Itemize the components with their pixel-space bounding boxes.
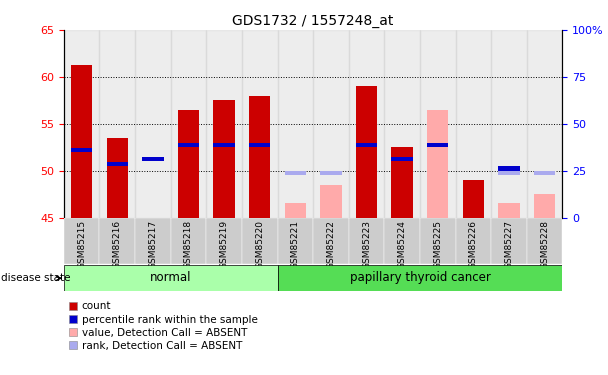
Text: disease state: disease state — [1, 273, 71, 283]
Bar — [206, 30, 242, 217]
Bar — [100, 30, 135, 217]
Bar — [71, 64, 92, 218]
Bar — [213, 100, 235, 218]
Text: GSM85219: GSM85219 — [219, 220, 229, 269]
Bar — [392, 147, 413, 218]
Bar — [384, 217, 420, 264]
Text: GSM85223: GSM85223 — [362, 220, 371, 269]
Legend: count, percentile rank within the sample, value, Detection Call = ABSENT, rank, : count, percentile rank within the sample… — [69, 302, 257, 351]
Bar — [71, 148, 92, 152]
Text: GSM85218: GSM85218 — [184, 220, 193, 269]
Bar — [499, 203, 520, 217]
Text: GSM85217: GSM85217 — [148, 220, 157, 269]
Bar — [455, 217, 491, 264]
Bar — [427, 143, 449, 147]
Bar — [499, 166, 520, 171]
Bar — [242, 30, 277, 217]
Bar — [356, 86, 377, 218]
Bar — [420, 217, 455, 264]
Bar — [249, 96, 271, 218]
Bar — [499, 171, 520, 176]
Text: GSM85226: GSM85226 — [469, 220, 478, 269]
Bar — [349, 217, 384, 264]
Text: GSM85221: GSM85221 — [291, 220, 300, 269]
Bar — [455, 30, 491, 217]
Bar — [420, 30, 455, 217]
Bar — [178, 143, 199, 147]
Text: GSM85222: GSM85222 — [326, 220, 336, 269]
Bar — [527, 30, 562, 217]
Bar — [491, 30, 527, 217]
Text: GSM85220: GSM85220 — [255, 220, 264, 269]
Bar — [249, 143, 271, 147]
Bar — [178, 110, 199, 218]
Text: GSM85228: GSM85228 — [540, 220, 549, 269]
Bar — [64, 217, 100, 264]
Bar — [285, 171, 306, 176]
Bar — [491, 217, 527, 264]
Bar — [463, 180, 484, 218]
Bar — [64, 30, 100, 217]
Bar — [171, 217, 206, 264]
Bar — [64, 265, 277, 291]
Bar — [320, 171, 342, 176]
Text: papillary thyroid cancer: papillary thyroid cancer — [350, 272, 491, 284]
Bar — [285, 203, 306, 217]
Bar — [106, 138, 128, 218]
Text: GSM85225: GSM85225 — [434, 220, 442, 269]
Bar — [142, 157, 164, 161]
Bar — [313, 30, 349, 217]
Bar — [534, 171, 555, 176]
Bar — [213, 143, 235, 147]
Bar — [106, 162, 128, 166]
Bar — [206, 217, 242, 264]
Bar — [277, 217, 313, 264]
Text: GSM85224: GSM85224 — [398, 220, 407, 269]
Bar — [277, 265, 562, 291]
Bar — [313, 217, 349, 264]
Text: GSM85215: GSM85215 — [77, 220, 86, 269]
Bar — [427, 110, 449, 218]
Text: GSM85216: GSM85216 — [112, 220, 122, 269]
Bar — [135, 30, 171, 217]
Bar — [320, 185, 342, 218]
Bar — [135, 217, 171, 264]
Bar — [527, 217, 562, 264]
Bar — [534, 194, 555, 217]
Bar — [392, 157, 413, 161]
Text: normal: normal — [150, 272, 192, 284]
Title: GDS1732 / 1557248_at: GDS1732 / 1557248_at — [232, 13, 394, 28]
Bar — [100, 217, 135, 264]
Text: GSM85227: GSM85227 — [505, 220, 514, 269]
Bar — [384, 30, 420, 217]
Bar — [242, 217, 277, 264]
Bar — [356, 143, 377, 147]
Bar — [349, 30, 384, 217]
Bar — [171, 30, 206, 217]
Bar — [277, 30, 313, 217]
